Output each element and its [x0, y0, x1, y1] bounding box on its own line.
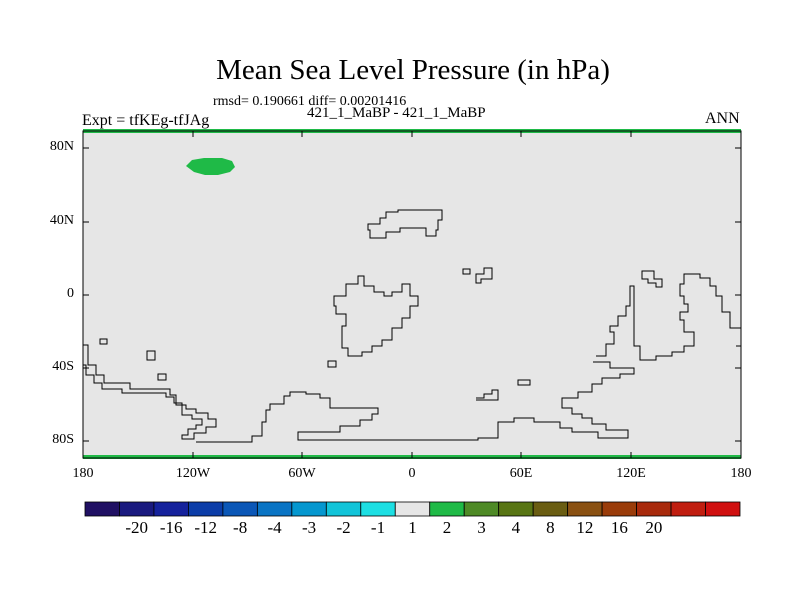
lon-label: 0	[408, 466, 416, 481]
colorbar-cell	[498, 501, 534, 517]
colorbar-label: -4	[267, 518, 282, 537]
positive-anomaly-patch	[186, 158, 235, 175]
lat-label: 80S	[52, 432, 74, 447]
colorbar-cell	[325, 501, 362, 517]
coastline-arabia	[475, 267, 493, 284]
coastline-small-island-3	[146, 350, 156, 361]
colorbar-cell	[532, 501, 569, 517]
colorbar-label: 8	[546, 518, 555, 537]
colorbar-cell	[705, 501, 741, 517]
colorbar-cell	[84, 501, 120, 517]
coastline-maritime	[517, 379, 531, 386]
coastline-outlines	[83, 209, 742, 443]
colorbar-label: 12	[576, 518, 594, 537]
lat-label: 40N	[49, 213, 74, 228]
coastline-small-island-4	[157, 373, 167, 381]
colorbar-label: 20	[645, 518, 663, 537]
lon-label: 120W	[175, 466, 211, 481]
season-label: ANN	[705, 110, 740, 127]
colorbar-label: -20	[125, 518, 149, 537]
coastline-east-asia	[641, 270, 663, 288]
coastline-europe	[367, 209, 443, 239]
colorbar-cell	[256, 501, 293, 517]
colorbar-cell	[636, 501, 672, 517]
colorbar-cell	[188, 501, 224, 517]
colorbar-cell	[567, 501, 603, 517]
lon-label: 60W	[288, 466, 316, 481]
colorbar-cell	[601, 501, 637, 517]
colorbar-cells	[84, 501, 741, 517]
colorbar-label: -3	[301, 518, 317, 537]
coastline-south-america	[83, 344, 217, 440]
lon-label: 180	[730, 466, 752, 481]
coastline-antarctic-peninsula	[476, 389, 499, 401]
colorbar-label: 1	[408, 518, 417, 537]
coastline-small-island-2	[99, 338, 108, 345]
colorbar-cell	[429, 501, 465, 517]
axis-ticks	[82, 131, 742, 458]
colorbar-cell	[119, 501, 155, 517]
lon-label: 180	[72, 466, 94, 481]
lon-label: 120E	[616, 466, 646, 481]
coastline-australia	[596, 273, 742, 361]
colorbar-label: -2	[336, 518, 351, 537]
colorbar-label: 2	[442, 518, 452, 537]
lon-label: 60E	[509, 466, 533, 481]
colorbar-label: -1	[370, 518, 386, 537]
map-title: Mean Sea Level Pressure (in hPa)	[216, 54, 610, 86]
coastline-africa	[333, 275, 419, 357]
colorbar-cell	[670, 501, 706, 517]
colorbar-cell	[153, 501, 189, 517]
colorbar-cell	[222, 501, 258, 517]
colorbar-cell	[463, 501, 500, 517]
experiment-label: Expt = tfKEg-tfJAg	[82, 112, 210, 129]
colorbar-cell	[360, 501, 396, 517]
lat-label: 0	[67, 286, 74, 301]
colorbar-label: 3	[477, 518, 486, 537]
rmsd-diff-stats: rmsd= 0.190661 diff= 0.00201416	[213, 94, 407, 109]
lat-label: 80N	[49, 139, 74, 154]
coastline-small-island-1	[327, 360, 337, 368]
colorbar-label: 4	[511, 518, 521, 537]
colorbar-label: -8	[233, 518, 248, 537]
colorbar-label: -12	[194, 518, 217, 537]
colorbar-label: 16	[610, 518, 628, 537]
coastline-australia-inner	[196, 361, 635, 443]
lat-label: 40S	[52, 359, 74, 374]
coastline-arabia-islet	[462, 268, 471, 275]
colorbar-cell	[394, 501, 431, 517]
case-label: 421_1_MaBP - 421_1_MaBP	[307, 105, 486, 121]
colorbar-label: -16	[159, 518, 183, 537]
map-background	[83, 131, 741, 458]
colorbar-cell	[291, 501, 327, 517]
